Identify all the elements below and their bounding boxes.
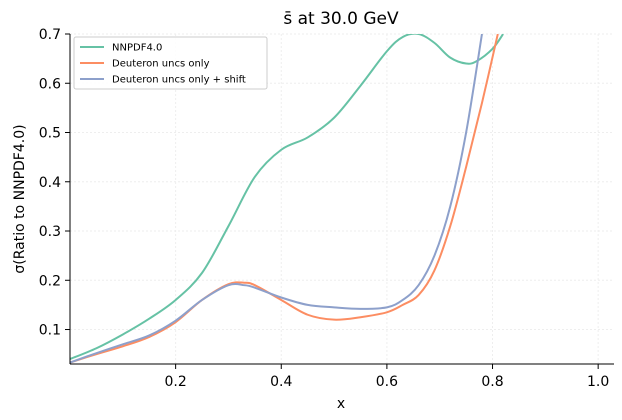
legend-label-nnpdf4-0: NNPDF4.0 [112, 43, 162, 54]
x-axis-label: x [337, 396, 345, 412]
chart-title: s̄ at 30.0 GeV [283, 9, 399, 29]
grid [70, 33, 614, 364]
y-tick-label: 0.3 [39, 224, 61, 240]
y-tick-label: 0.1 [39, 323, 61, 339]
x-tick-label: 1.0 [587, 374, 609, 390]
y-tick-label: 0.2 [39, 273, 61, 289]
legend-box [73, 36, 268, 90]
x-ticks: 0.2 0.4 0.6 0.8 1.0 [164, 364, 609, 390]
legend-label-deuteron-uncs-only-shift: Deuteron uncs only + shift [112, 75, 246, 86]
y-tick-label: 0.7 [39, 27, 61, 43]
series-line-deuteron-uncs-only-shift [70, 34, 483, 364]
x-tick-label: 0.4 [270, 374, 292, 390]
legend-label-deuteron-uncs-only: Deuteron uncs only [112, 59, 210, 70]
y-tick-label: 0.4 [39, 175, 61, 191]
legend-items: NNPDF4.0 Deuteron uncs only Deuteron uncs … [80, 43, 246, 86]
legend: NNPDF4.0 Deuteron uncs only Deuteron uncs … [73, 36, 268, 90]
y-tick-label: 0.6 [39, 76, 61, 92]
y-tick-label: 0.5 [39, 126, 61, 142]
y-ticks: 0.1 0.2 0.3 0.4 0.5 0.6 0.7 [39, 27, 70, 339]
x-tick-label: 0.6 [376, 374, 398, 390]
series-group [70, 34, 504, 364]
y-axis-label: σ(Ratio to NNPDF4.0) [12, 124, 28, 273]
x-tick-label: 0.2 [164, 374, 186, 390]
x-tick-label: 0.8 [481, 374, 503, 390]
series-line-deuteron-uncs-only [70, 34, 499, 364]
series-line-nnpdf4-0 [70, 34, 504, 360]
